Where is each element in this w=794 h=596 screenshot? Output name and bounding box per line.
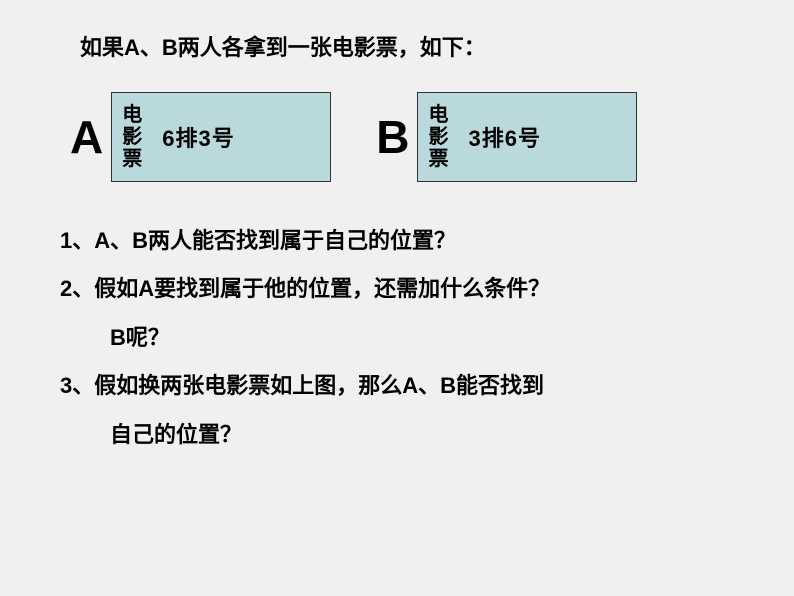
ticket-box-b: 电 影 票 3排6号 [417,92,637,182]
ticket-b-seat: 3排6号 [468,121,540,153]
question-3: 3、假如换两张电影票如上图，那么A、B能否找到 [60,362,744,410]
ticket-a-label-char3: 票 [122,148,142,170]
question-2-continued: B呢？ [60,314,744,362]
ticket-b-label-char3: 票 [428,148,448,170]
question-1: 1、A、B两人能否找到属于自己的位置？ [60,217,744,265]
ticket-group-a: A 电 影 票 6排3号 [70,92,331,182]
intro-text: 如果A、B两人各拿到一张电影票，如下： [80,30,744,62]
ticket-b-label-char2: 影 [428,126,448,148]
ticket-a-vertical-label: 电 影 票 [122,104,142,170]
questions-section: 1、A、B两人能否找到属于自己的位置？ 2、假如A要找到属于他的位置，还需加什么… [50,217,744,459]
ticket-a-label-char1: 电 [122,104,142,126]
ticket-a-label-char2: 影 [122,126,142,148]
ticket-a-seat: 6排3号 [162,121,234,153]
question-2: 2、假如A要找到属于他的位置，还需加什么条件？ [60,265,744,313]
label-a: A [70,110,103,164]
ticket-b-vertical-label: 电 影 票 [428,104,448,170]
ticket-b-label-char1: 电 [428,104,448,126]
question-3-continued: 自己的位置？ [60,411,744,459]
ticket-box-a: 电 影 票 6排3号 [111,92,331,182]
label-b: B [376,110,409,164]
ticket-group-b: B 电 影 票 3排6号 [376,92,637,182]
tickets-container: A 电 影 票 6排3号 B 电 影 票 3排6号 [50,92,744,182]
